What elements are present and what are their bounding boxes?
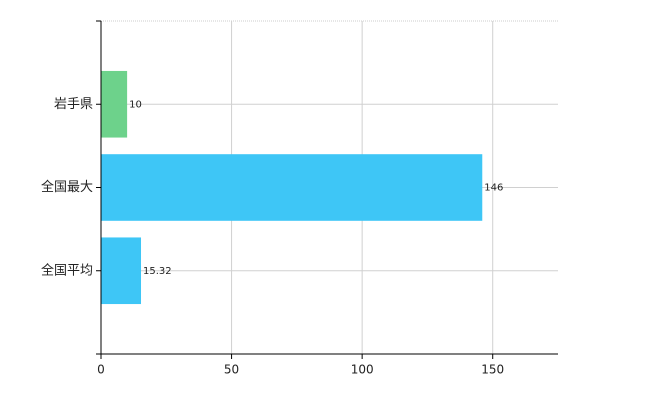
value-label: 15.32 — [143, 266, 172, 277]
x-tick-label: 50 — [224, 363, 239, 377]
bar — [101, 237, 142, 305]
x-tick-label: 0 — [97, 363, 105, 377]
bar — [101, 70, 128, 138]
y-tick-label: 全国最大 — [41, 179, 93, 195]
y-tick-label: 全国平均 — [41, 262, 93, 278]
value-label: 146 — [484, 183, 503, 194]
x-tick-label: 150 — [481, 363, 504, 377]
value-label: 10 — [129, 99, 142, 110]
bar — [101, 154, 483, 221]
x-tick-label: 100 — [351, 363, 374, 377]
y-tick-label: 岩手県 — [54, 97, 93, 112]
